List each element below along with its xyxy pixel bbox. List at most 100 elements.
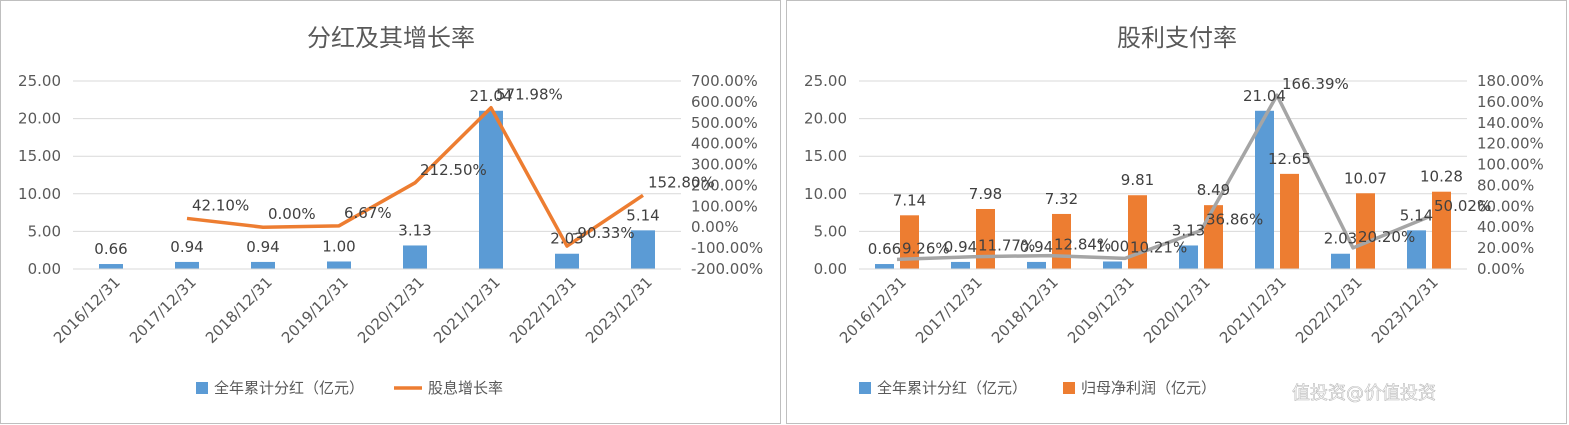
- bar-data-label: 0.66: [868, 240, 901, 258]
- y-tick-label: 20.00: [18, 110, 61, 128]
- y-tick-label: 10.00: [18, 185, 61, 203]
- y2-tick-label: -200.00%: [691, 260, 763, 278]
- y-tick-label: 0.00: [814, 260, 847, 278]
- x-tick-label: 2021/12/31: [430, 273, 504, 347]
- bar: [555, 253, 579, 269]
- bar-data-label: 2.03: [1324, 230, 1357, 248]
- bar-data-label: 0.66: [94, 240, 127, 258]
- bar: [403, 245, 427, 269]
- legend-label: 股息增长率: [428, 379, 503, 397]
- bar-data-label: 21.04: [1243, 87, 1286, 105]
- bar: [1432, 191, 1451, 269]
- line-data-label: 11.77%: [978, 237, 1035, 255]
- x-tick-label: 2021/12/31: [1216, 273, 1290, 347]
- payout-ratio-chart: 股利支付率 0.00 5.00 10.00 15.00 20.00 25.00 0.00% 20…: [804, 24, 1544, 404]
- bar-data-label: 3.13: [398, 221, 431, 239]
- y-tick-label: 25.00: [804, 72, 847, 90]
- dividend-growth-chart-panel: 分红及其增长率 0.00 5.00 10.00 15.00 20.00 25.00 -200.…: [0, 0, 781, 424]
- y-tick-label: 15.00: [18, 147, 61, 165]
- bar: [1407, 230, 1426, 269]
- bar-data-label: 12.65: [1268, 150, 1311, 168]
- x-tick-label: 2016/12/31: [836, 273, 910, 347]
- y-tick-label: 5.00: [28, 222, 61, 240]
- bar-data-label: 3.13: [1172, 221, 1205, 239]
- y-tick-label: 20.00: [804, 110, 847, 128]
- y2-tick-label: 600.00%: [691, 93, 758, 111]
- y2-tick-label: 300.00%: [691, 156, 758, 174]
- line-data-label: 0.00%: [268, 205, 316, 223]
- legend-label: 全年累计分红（亿元）: [877, 379, 1027, 397]
- bar-data-label: 0.94: [1020, 238, 1053, 256]
- bar-data-label: 0.94: [170, 238, 203, 256]
- bar: [951, 261, 970, 269]
- bar-data-label: 0.94: [246, 238, 279, 256]
- series-line: [186, 105, 644, 248]
- x-tick-label: 2017/12/31: [126, 273, 200, 347]
- bar-data-label: 7.98: [969, 185, 1002, 203]
- y2-tick-label: 120.00%: [1477, 135, 1544, 153]
- legend-label: 归母净利润（亿元）: [1081, 379, 1216, 397]
- x-tick-label: 2018/12/31: [202, 273, 276, 347]
- dividend-growth-chart: 分红及其增长率 0.00 5.00 10.00 15.00 20.00 25.00 -200.…: [18, 24, 763, 397]
- y-tick-label: 15.00: [804, 147, 847, 165]
- line-data-label: 9.26%: [902, 239, 950, 257]
- bar-data-label: 1.00: [322, 237, 355, 255]
- legend-swatch: [196, 382, 208, 394]
- bar-data-label: 0.94: [944, 238, 977, 256]
- legend-label: 全年累计分红（亿元）: [214, 379, 364, 397]
- bar: [1280, 173, 1299, 269]
- y-tick-label: 5.00: [814, 222, 847, 240]
- y2-tick-label: 60.00%: [1477, 197, 1534, 215]
- line-data-label: 42.10%: [192, 196, 249, 214]
- bar-data-label: 8.49: [1197, 181, 1230, 199]
- y2-tick-label: 20.00%: [1477, 239, 1534, 257]
- x-tick-label: 2017/12/31: [912, 273, 986, 347]
- y-tick-label: 25.00: [18, 72, 61, 90]
- y2-tick-label: 200.00%: [691, 176, 758, 194]
- line-data-label: 152.80%: [648, 173, 715, 191]
- y2-tick-label: 140.00%: [1477, 114, 1544, 132]
- bar-data-label: 9.81: [1121, 171, 1154, 189]
- line-data-label: 571.98%: [496, 86, 563, 104]
- y2-tick-label: 100.00%: [1477, 156, 1544, 174]
- bar: [631, 230, 655, 269]
- bar: [251, 261, 275, 269]
- bar-data-label: 7.14: [893, 191, 926, 209]
- line-data-label: 6.67%: [344, 204, 392, 222]
- bar: [175, 261, 199, 269]
- y-tick-label: 0.00: [28, 260, 61, 278]
- x-tick-label: 2019/12/31: [278, 273, 352, 347]
- x-tick-label: 2023/12/31: [1368, 273, 1442, 347]
- bar: [99, 264, 123, 269]
- line-data-label: 20.20%: [1358, 228, 1415, 246]
- bar: [875, 264, 894, 269]
- chart-title: 分红及其增长率: [307, 24, 475, 52]
- x-tick-label: 2020/12/31: [1140, 273, 1214, 347]
- bar-data-label: 10.07: [1344, 169, 1387, 187]
- y2-tick-label: 0.00%: [1477, 260, 1525, 278]
- bar: [976, 208, 995, 269]
- bar: [900, 215, 919, 269]
- bar-data-label: 1.00: [1096, 237, 1129, 255]
- bar: [1331, 253, 1350, 269]
- y2-tick-label: 0.00%: [691, 218, 739, 236]
- x-tick-label: 2018/12/31: [988, 273, 1062, 347]
- bar: [1103, 261, 1122, 269]
- x-tick-label: 2022/12/31: [1292, 273, 1366, 347]
- bar-data-label: 7.32: [1045, 190, 1078, 208]
- bar: [1027, 261, 1046, 269]
- line-data-label: 212.50%: [420, 161, 487, 179]
- y2-tick-label: 80.00%: [1477, 176, 1534, 194]
- x-tick-label: 2019/12/31: [1064, 273, 1138, 347]
- y2-tick-label: 160.00%: [1477, 93, 1544, 111]
- bar: [479, 110, 503, 269]
- line-data-label: 10.21%: [1130, 238, 1187, 256]
- bar-data-label: 5.14: [1400, 206, 1433, 224]
- legend-swatch: [1063, 382, 1075, 394]
- line-data-label: 36.86%: [1206, 211, 1263, 229]
- line-data-label: 12.84%: [1054, 236, 1111, 254]
- chart-title: 股利支付率: [1117, 24, 1237, 52]
- y2-tick-label: 700.00%: [691, 72, 758, 90]
- bar: [1204, 205, 1223, 269]
- bar-data-label: 10.28: [1420, 168, 1463, 186]
